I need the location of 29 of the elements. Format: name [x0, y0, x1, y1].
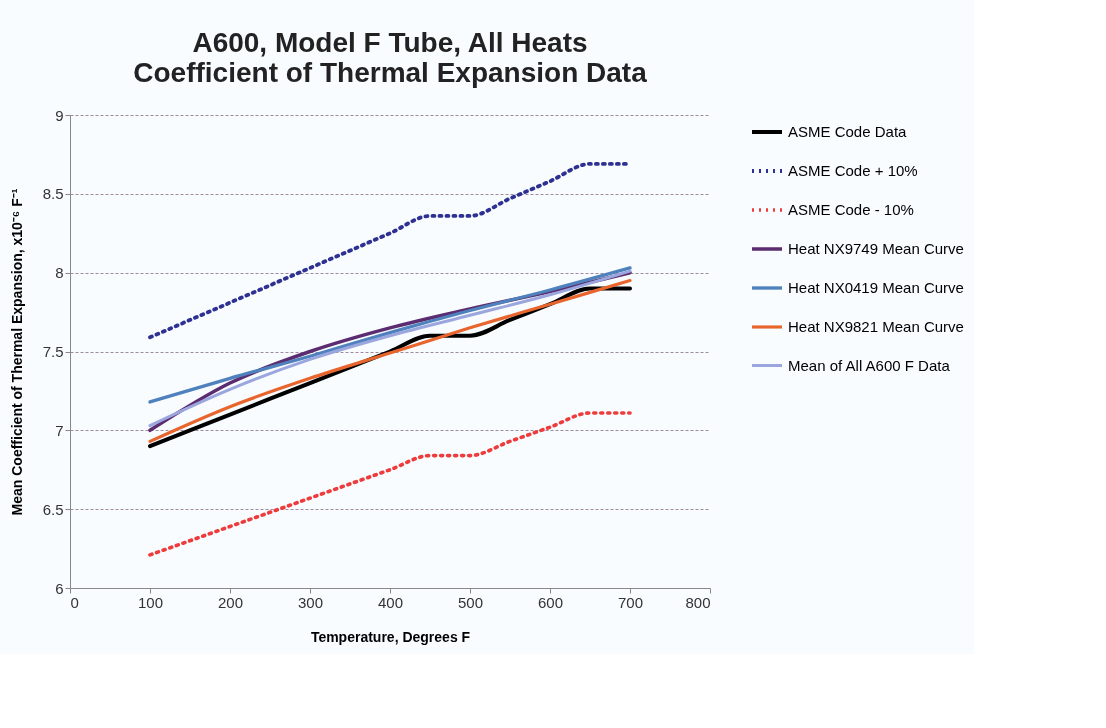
x-tick-label: 800: [685, 593, 711, 611]
legend-label: Heat NX9821 Mean Curve: [788, 318, 964, 335]
y-axis-title: Mean Coefficient of Thermal Expansion, x10⁻⁶ F⁻¹: [8, 188, 25, 516]
x-tick-label: 0: [70, 593, 79, 611]
line-series: [148, 266, 632, 404]
x-tick-label: 300: [297, 593, 324, 611]
x-tick-label: 600: [537, 593, 564, 611]
x-tick-label: 200: [217, 593, 244, 611]
legend-label: ASME Code - 10%: [788, 201, 914, 218]
x-tick-label: 700: [617, 593, 644, 611]
legend-label: ASME Code Data: [788, 123, 908, 140]
x-tick-label: 100: [137, 593, 164, 611]
legend-label: ASME Code + 10%: [788, 162, 918, 179]
y-tick-label: 6.5: [42, 500, 64, 518]
legend-label: Heat NX9749 Mean Curve: [788, 240, 964, 257]
x-tick-label: 500: [457, 593, 484, 611]
y-tick-label: 8: [55, 264, 64, 282]
y-tick-label: 9: [55, 106, 64, 124]
x-axis-title: Temperature, Degrees F: [310, 628, 471, 645]
x-tick-label: 400: [377, 593, 404, 611]
legend-label: Heat NX0419 Mean Curve: [788, 279, 964, 296]
y-tick-label: 7: [55, 421, 64, 439]
y-tick-label: 7.5: [42, 343, 64, 360]
text: Coefficient of Thermal Expansion Data: [133, 57, 647, 88]
y-tick-label: 8.5: [42, 185, 64, 203]
legend-label: Mean of All A600 F Data: [788, 356, 951, 374]
text: A600, Model F Tube, All Heats: [192, 27, 588, 58]
line-series: [148, 411, 632, 557]
y-tick-label: 6: [55, 579, 64, 597]
